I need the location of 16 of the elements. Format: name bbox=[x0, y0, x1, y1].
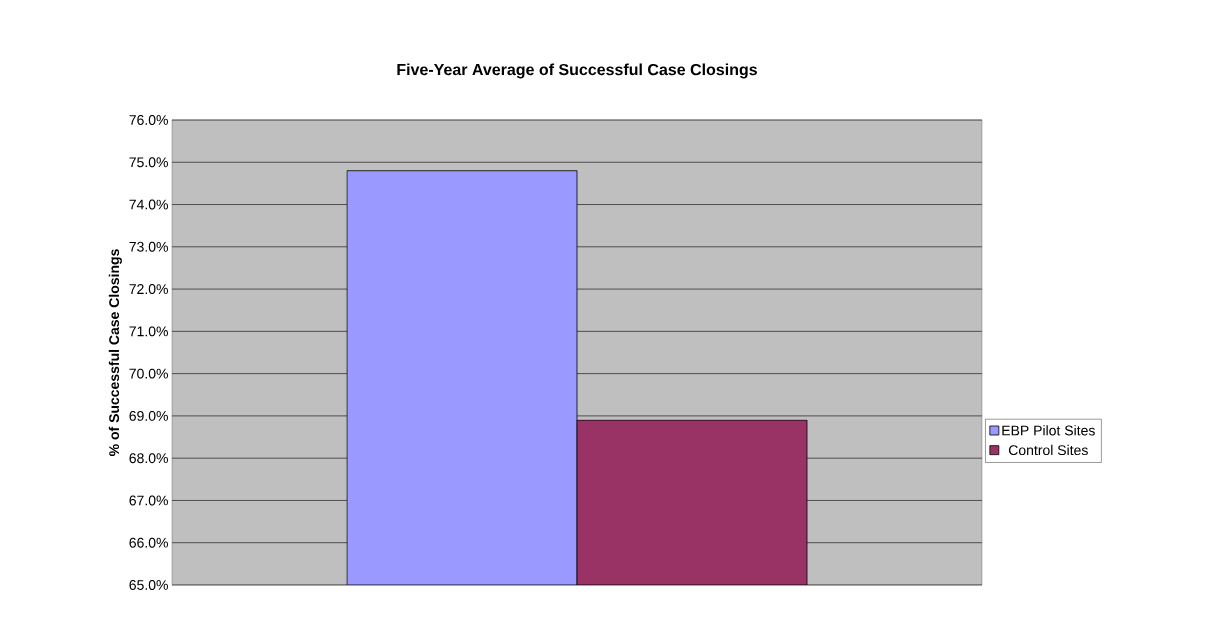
y-tick-label: 71.0% bbox=[129, 326, 168, 337]
legend-label: Control Sites bbox=[1008, 444, 1088, 456]
y-tick-label: 70.0% bbox=[129, 368, 168, 379]
y-tick-label: 67.0% bbox=[129, 495, 168, 506]
y-tick-label: 69.0% bbox=[129, 410, 168, 421]
y-tick-label: 73.0% bbox=[129, 241, 168, 252]
y-tick-label: 76.0% bbox=[129, 115, 168, 125]
y-tick-label: 74.0% bbox=[129, 199, 168, 210]
y-tick-label: 65.0% bbox=[129, 580, 168, 590]
y-axis-title: % of Successful Case Closings bbox=[108, 249, 122, 457]
y-tick-label: 75.0% bbox=[129, 157, 168, 168]
y-tick-label: 72.0% bbox=[129, 284, 168, 295]
y-tick-label: 68.0% bbox=[129, 453, 168, 464]
legend-label: EBP Pilot Sites bbox=[1002, 425, 1095, 436]
y-tick-label: 66.0% bbox=[129, 537, 168, 548]
chart-title: Five-Year Average of Successful Case Closings bbox=[397, 63, 757, 79]
